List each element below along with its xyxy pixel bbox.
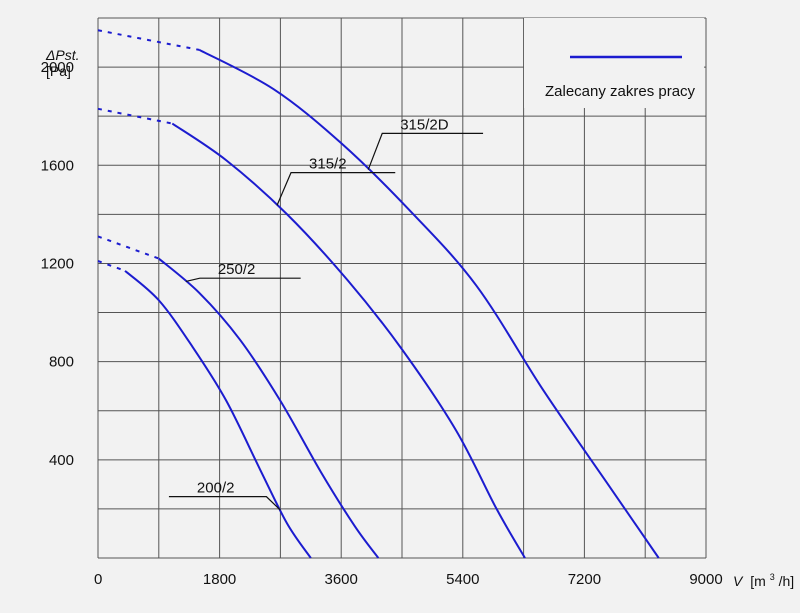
annotation-label: 315/2 <box>309 156 347 173</box>
x-tick-label: 9000 <box>689 571 722 588</box>
x-tick-label: 5400 <box>446 571 479 588</box>
y-tick-label: 2000 <box>41 59 74 76</box>
x-axis-title: V [m 3 /h] <box>733 567 794 589</box>
curves <box>97 29 660 559</box>
annotation-label: 250/2 <box>218 261 256 278</box>
annotation-leader <box>168 496 281 511</box>
y-tick-label: 800 <box>49 354 74 371</box>
y-tick-label: 1200 <box>41 255 74 272</box>
annotation-label: 200/2 <box>197 480 235 497</box>
x-tick-label: 1800 <box>203 571 236 588</box>
series-line-dashed-315-2d <box>97 29 200 51</box>
series-200-2 <box>97 260 312 559</box>
y-axis-title: ΔPst. [Pa] <box>45 47 80 79</box>
y-tick-label: 1600 <box>41 157 74 174</box>
x-tick-label: 7200 <box>568 571 601 588</box>
y-tick-label: 400 <box>49 452 74 469</box>
series-line-dashed-200-2 <box>97 260 126 272</box>
series-line-315-2d <box>198 49 660 559</box>
series-line-315-2 <box>171 122 526 559</box>
y-axis-title-line2: [Pa] <box>46 63 71 79</box>
series-315-2 <box>97 107 526 559</box>
tick-labels: 0 1800 3600 5400 7200 9000 400 800 1200 1600 2000 <box>41 59 723 588</box>
y-axis-title-line1: ΔPst. <box>45 47 80 63</box>
series-250-2 <box>97 235 380 559</box>
series-315-2d <box>97 29 660 559</box>
x-axis-unit-post: /h] <box>779 573 795 589</box>
x-axis-variable: V <box>733 573 744 589</box>
legend: Zalecany zakres pracy <box>524 18 704 108</box>
legend-label: Zalecany zakres pracy <box>545 83 696 100</box>
annotation-leader <box>276 172 396 206</box>
annotation-leader <box>185 277 301 283</box>
x-tick-label: 3600 <box>325 571 358 588</box>
series-line-dashed-250-2 <box>97 235 160 260</box>
series-line-dashed-315-2 <box>97 107 173 125</box>
series-line-250-2 <box>158 257 380 559</box>
x-tick-label: 0 <box>94 571 102 588</box>
x-axis-unit-pre: [m <box>750 573 766 589</box>
annotation-label: 315/2D <box>400 116 449 133</box>
annotation-leader <box>367 132 484 170</box>
legend-box <box>524 18 704 108</box>
series-line-200-2 <box>124 270 312 559</box>
curve-annotations: 315/2D 315/2 250/2 200/2 <box>168 116 484 511</box>
x-axis-unit-sup: 3 <box>770 572 775 582</box>
